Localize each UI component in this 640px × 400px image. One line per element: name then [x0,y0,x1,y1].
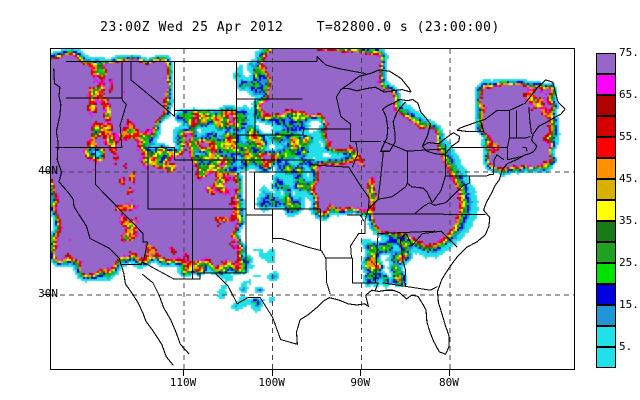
colorbar-tick-label: 35. [619,214,639,227]
colorbar-tick-label: 45. [619,172,639,185]
x-axis-label-90W: 90W [350,376,371,389]
colorbar-band[interactable] [596,74,616,95]
colorbar-tick-label: 55. [619,130,639,143]
x-axis-tick [182,370,184,376]
colorbar-band[interactable] [596,200,616,221]
colorbar-band[interactable] [596,242,616,263]
map-overlay [51,49,574,369]
x-axis-label-100W: 100W [258,376,285,389]
x-axis-tick [360,370,362,376]
colorbar-tick-label: 65. [619,88,639,101]
colorbar-band[interactable] [596,347,616,368]
x-axis-tick [271,370,273,376]
colorbar-band[interactable] [596,326,616,347]
colorbar-tick-label: 15. [619,298,639,311]
plot-title: 23:00Z Wed 25 Apr 2012 T=82800.0 s (23:0… [100,20,500,35]
colorbar-band[interactable] [596,221,616,242]
colorbar-band[interactable] [596,158,616,179]
x-axis-label-110W: 110W [169,376,197,389]
colorbar-band[interactable] [596,95,616,116]
y-axis-label-40N: 40N [38,164,58,178]
colorbar-tick-label: 5. [619,340,633,353]
colorbar-band[interactable] [596,284,616,305]
colorbar-band[interactable] [596,179,616,200]
y-axis-tick [44,294,50,296]
x-axis-label-80W: 80W [438,376,459,389]
colorbar-band[interactable] [596,53,616,74]
colorbar[interactable] [596,53,616,368]
colorbar-band[interactable] [596,305,616,326]
colorbar-band[interactable] [596,137,616,158]
y-axis-label-30N: 30N [38,287,58,301]
y-axis-tick [44,171,50,173]
colorbar-tick-label: 75. [619,46,639,59]
colorbar-band[interactable] [596,263,616,284]
map-plot-area[interactable] [50,48,575,370]
colorbar-tick-label: 25. [619,256,639,269]
colorbar-band[interactable] [596,116,616,137]
x-axis-tick [448,370,450,376]
